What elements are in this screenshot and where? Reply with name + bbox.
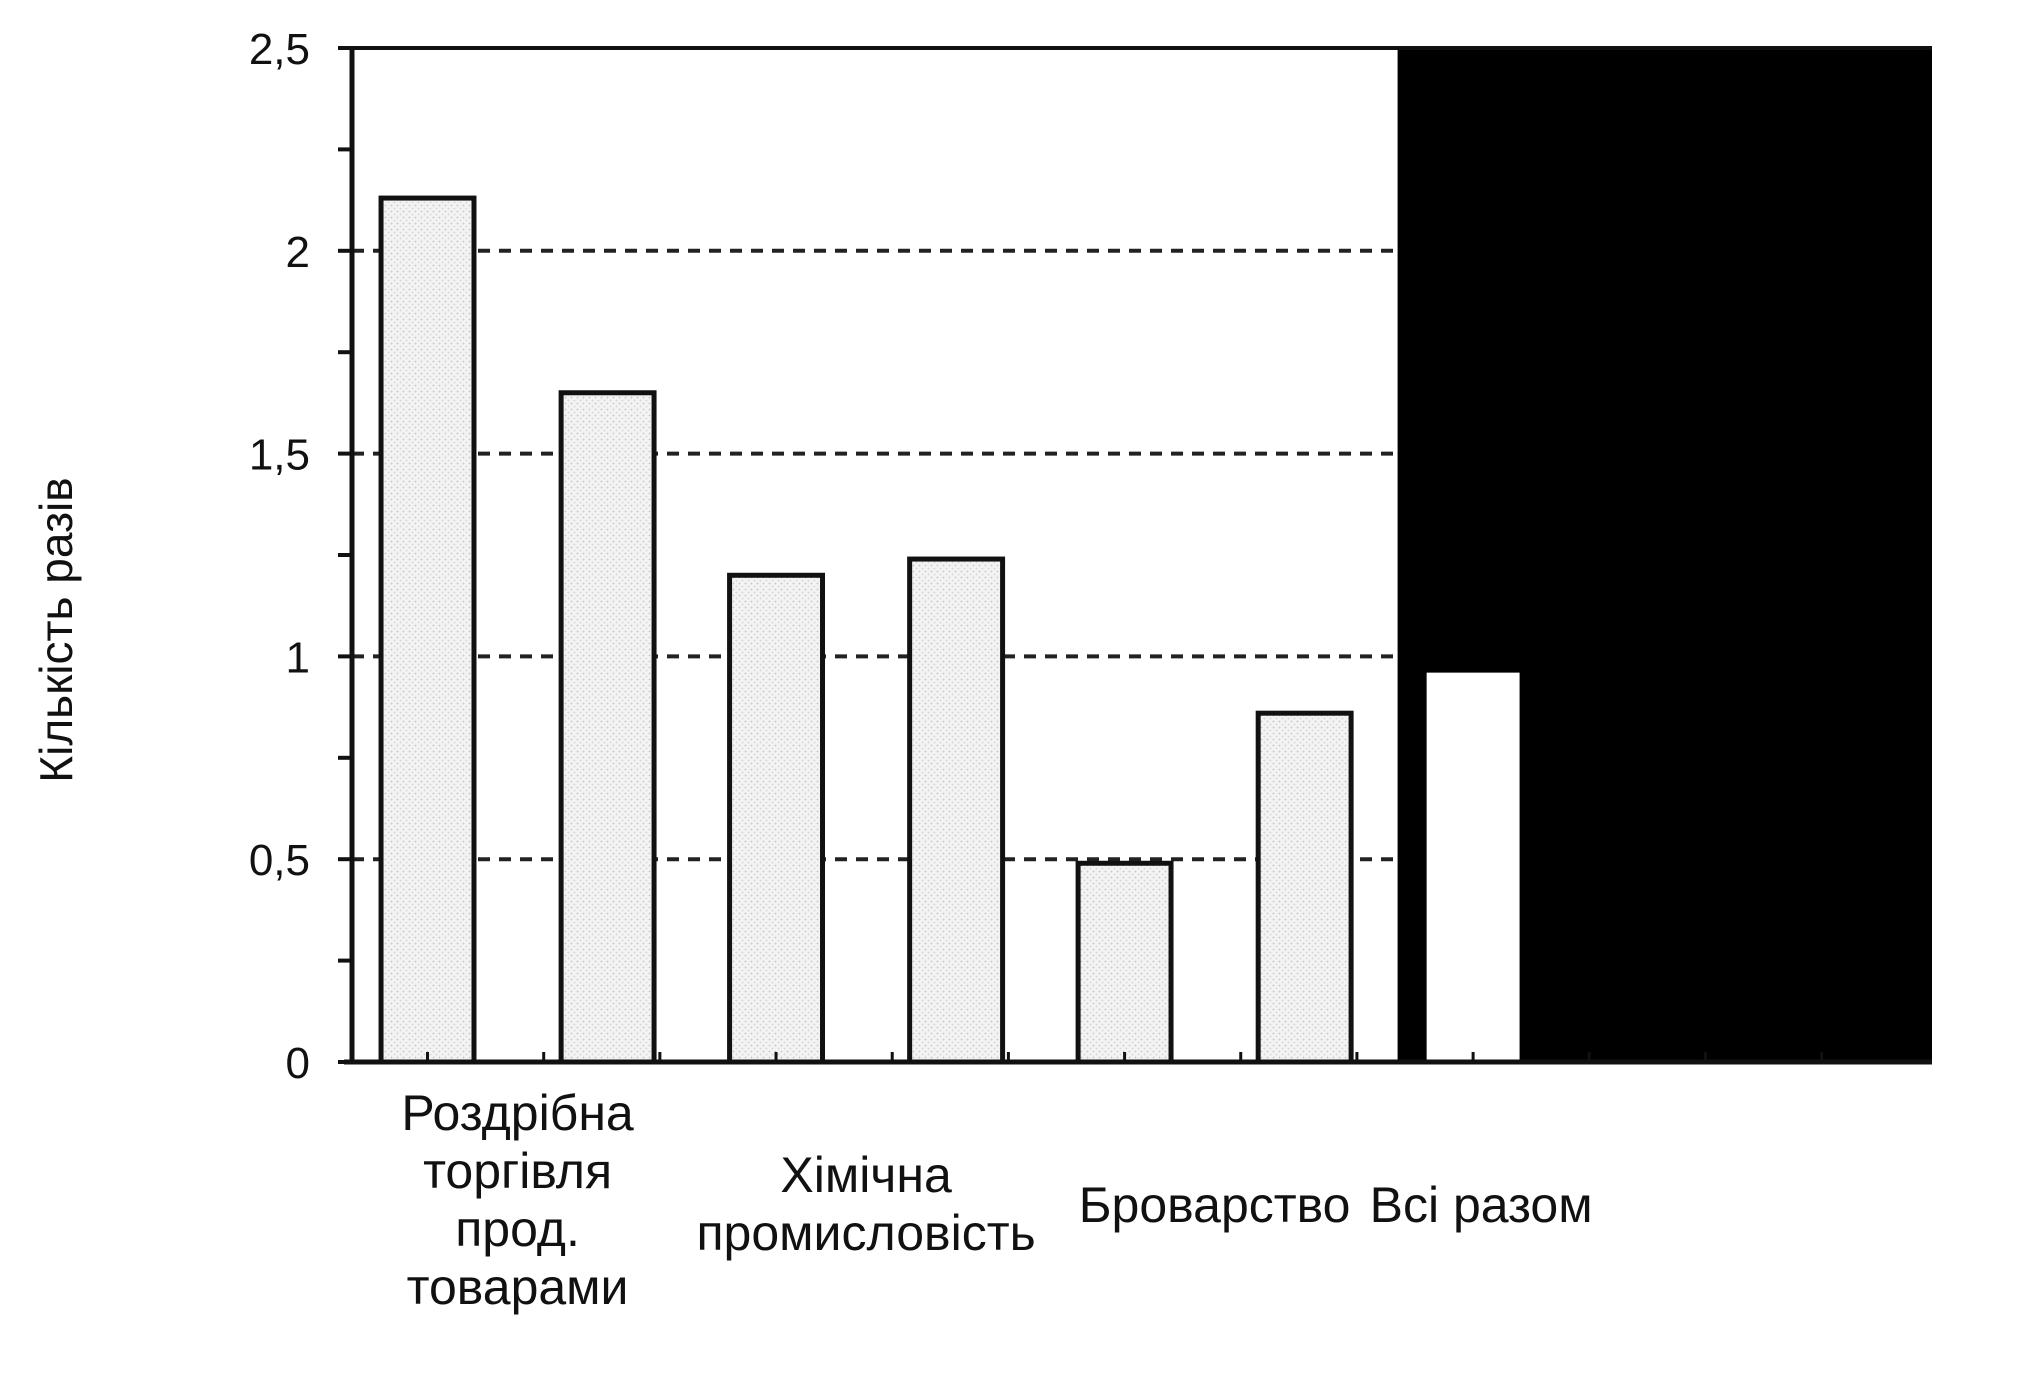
category-label: Броварство	[1079, 1177, 1351, 1233]
bar	[1255, 710, 1354, 1065]
bar	[1075, 860, 1174, 1065]
y-tick-label: 2	[286, 228, 310, 277]
y-tick-label: 1,5	[249, 431, 310, 480]
bar	[727, 572, 826, 1065]
bar	[378, 195, 477, 1065]
category-label: Хімічна промисловість	[696, 1147, 1035, 1261]
y-tick-label: 0,5	[249, 836, 310, 885]
category-label-line: промисловість	[696, 1205, 1035, 1261]
category-label: Роздрібна торгівля прод. товарами	[401, 1085, 634, 1315]
y-tick-label: 2,5	[249, 25, 310, 74]
bar	[558, 390, 657, 1065]
y-tick-label: 1	[286, 633, 310, 682]
category-label-line: прод.	[455, 1201, 580, 1257]
y-tick-label: 0	[286, 1039, 310, 1088]
bar	[907, 556, 1006, 1065]
category-label-line: торгівля	[423, 1143, 612, 1199]
category-label-line: товарами	[407, 1259, 629, 1315]
y-axis-title: Кількість разів	[30, 477, 82, 782]
category-label-line: Хімічна	[780, 1147, 952, 1203]
category-label: Всі разом	[1370, 1177, 1593, 1233]
bar	[1426, 672, 1520, 1062]
category-label-line: Роздрібна	[401, 1085, 634, 1141]
category-label-line: Броварство	[1079, 1177, 1351, 1233]
category-label-line: Всі разом	[1370, 1177, 1593, 1233]
